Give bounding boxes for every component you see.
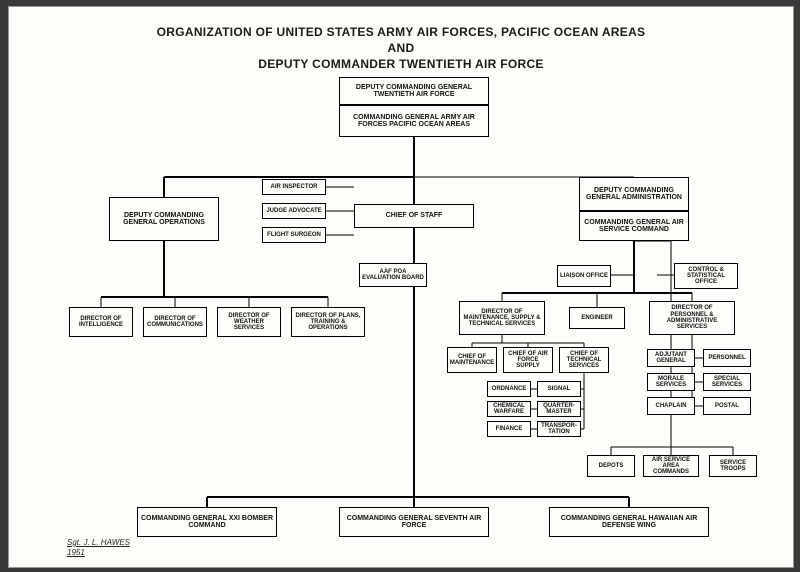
node-label: COMMANDING GENERAL SEVENTH AIR FORCE [342, 515, 486, 530]
node-dintel: DIRECTOR OF INTELLIGENCE [69, 307, 133, 337]
node-label: CONTROL & STATISTICAL OFFICE [677, 267, 735, 286]
title-line-2: AND [9, 41, 793, 55]
node-ord: ORDNANCE [487, 381, 531, 397]
node-label: AIR INSPECTOR [271, 184, 318, 190]
node-flight: FLIGHT SURGEON [262, 227, 326, 243]
node-label: MORALE SERVICES [650, 376, 692, 389]
node-dplans: DIRECTOR OF PLANS, TRAINING & OPERATIONS [291, 307, 365, 337]
node-dcomm: DIRECTOR OF COMMUNICATIONS [143, 307, 207, 337]
node-cos: CHIEF OF STAFF [354, 204, 474, 228]
node-label: POSTAL [715, 403, 739, 409]
node-personnel: PERSONNEL [703, 349, 751, 367]
node-label: COMMANDING GENERAL XXI BOMBER COMMAND [140, 515, 274, 530]
node-label: CHEMICAL WARFARE [490, 403, 528, 416]
node-depops: DEPUTY COMMANDING GENERAL OPERATIONS [109, 197, 219, 241]
node-label: CHIEF OF MAINTENANCE [450, 354, 494, 367]
node-chaplain: CHAPLAIN [647, 397, 695, 415]
node-label: FINANCE [496, 426, 523, 432]
node-dep20: DEPUTY COMMANDING GENERAL TWENTIETH AIR … [339, 77, 489, 105]
node-liaison: LIAISON OFFICE [557, 265, 611, 287]
node-label: COMMANDING GENERAL HAWAIIAN AIR DEFENSE … [552, 515, 706, 530]
node-label: ORDNANCE [492, 386, 527, 392]
node-label: AAF POA EVALUATION BOARD [362, 269, 424, 282]
node-dweather: DIRECTOR OF WEATHER SERVICES [217, 307, 281, 337]
node-label: DIRECTOR OF PERSONNEL & ADMINISTRATIVE S… [652, 305, 732, 330]
node-depots: DEPOTS [587, 455, 635, 477]
node-hawaii: COMMANDING GENERAL HAWAIIAN AIR DEFENSE … [549, 507, 709, 537]
node-trans: TRANSPOR-TATION [537, 421, 581, 437]
node-morale: MORALE SERVICES [647, 373, 695, 391]
node-label: DEPUTY COMMANDING GENERAL ADMINISTRATION [582, 187, 686, 202]
node-label: JUDGE ADVOCATE [266, 208, 321, 214]
node-label: DIRECTOR OF PLANS, TRAINING & OPERATIONS [294, 313, 362, 332]
node-label: DEPUTY COMMANDING GENERAL OPERATIONS [112, 212, 216, 227]
node-label: CHIEF OF AIR FORCE SUPPLY [506, 351, 550, 370]
node-label: SERVICE TROOPS [712, 460, 754, 473]
node-cafs: CHIEF OF AIR FORCE SUPPLY [503, 347, 553, 373]
node-label: ENGINEER [581, 315, 612, 321]
node-depadmin: DEPUTY COMMANDING GENERAL ADMINISTRATION [579, 177, 689, 211]
node-cmaint: CHIEF OF MAINTENANCE [447, 347, 497, 373]
node-sig: SIGNAL [537, 381, 581, 397]
node-label: DIRECTOR OF COMMUNICATIONS [146, 316, 204, 329]
node-aafpoa: AAF POA EVALUATION BOARD [359, 263, 427, 287]
node-label: COMMANDING GENERAL ARMY AIR FORCES PACIF… [342, 114, 486, 129]
node-cgasc: COMMANDING GENERAL AIR SERVICE COMMAND [579, 211, 689, 241]
node-seventh: COMMANDING GENERAL SEVENTH AIR FORCE [339, 507, 489, 537]
node-cgpoa: COMMANDING GENERAL ARMY AIR FORCES PACIF… [339, 105, 489, 137]
node-label: DEPUTY COMMANDING GENERAL TWENTIETH AIR … [342, 84, 486, 99]
node-label: DIRECTOR OF MAINTENANCE, SUPPLY & TECHNI… [462, 309, 542, 328]
node-label: COMMANDING GENERAL AIR SERVICE COMMAND [582, 219, 686, 234]
node-label: SIGNAL [548, 386, 571, 392]
node-label: CHAPLAIN [656, 403, 687, 409]
credit-name: Sgt. J. L. HAWES [67, 538, 130, 547]
page: ORGANIZATION OF UNITED STATES ARMY AIR F… [8, 6, 794, 568]
node-label: FLIGHT SURGEON [267, 232, 321, 238]
node-engineer: ENGINEER [569, 307, 625, 329]
node-label: TRANSPOR-TATION [540, 423, 578, 436]
node-postal: POSTAL [703, 397, 751, 415]
title-line-3: DEPUTY COMMANDER TWENTIETH AIR FORCE [9, 57, 793, 71]
node-label: DEPOTS [599, 463, 624, 469]
node-label: AIR SERVICE AREA COMMANDS [646, 457, 696, 476]
node-fin: FINANCE [487, 421, 531, 437]
node-ctech: CHIEF OF TECHNICAL SERVICES [559, 347, 609, 373]
node-label: CHIEF OF TECHNICAL SERVICES [562, 351, 606, 370]
title-line-1: ORGANIZATION OF UNITED STATES ARMY AIR F… [9, 25, 793, 39]
node-xxi: COMMANDING GENERAL XXI BOMBER COMMAND [137, 507, 277, 537]
node-label: CHIEF OF STAFF [386, 212, 443, 219]
node-airinsp: AIR INSPECTOR [262, 179, 326, 195]
node-dmaint: DIRECTOR OF MAINTENANCE, SUPPLY & TECHNI… [459, 301, 545, 335]
node-control: CONTROL & STATISTICAL OFFICE [674, 263, 738, 289]
node-label: LIAISON OFFICE [560, 273, 608, 279]
node-label: SPECIAL SERVICES [706, 376, 748, 389]
node-label: ADJUTANT GENERAL [650, 352, 692, 365]
node-judge: JUDGE ADVOCATE [262, 203, 326, 219]
node-label: DIRECTOR OF WEATHER SERVICES [220, 313, 278, 332]
node-qm: QUARTER-MASTER [537, 401, 581, 417]
node-chem: CHEMICAL WARFARE [487, 401, 531, 417]
node-label: QUARTER-MASTER [540, 403, 578, 416]
credit-year: 1951 [67, 548, 85, 557]
node-asac: AIR SERVICE AREA COMMANDS [643, 455, 699, 477]
node-label: PERSONNEL [708, 355, 745, 361]
node-stroops: SERVICE TROOPS [709, 455, 757, 477]
node-label: DIRECTOR OF INTELLIGENCE [72, 316, 130, 329]
node-dpers: DIRECTOR OF PERSONNEL & ADMINISTRATIVE S… [649, 301, 735, 335]
node-adj: ADJUTANT GENERAL [647, 349, 695, 367]
node-special: SPECIAL SERVICES [703, 373, 751, 391]
